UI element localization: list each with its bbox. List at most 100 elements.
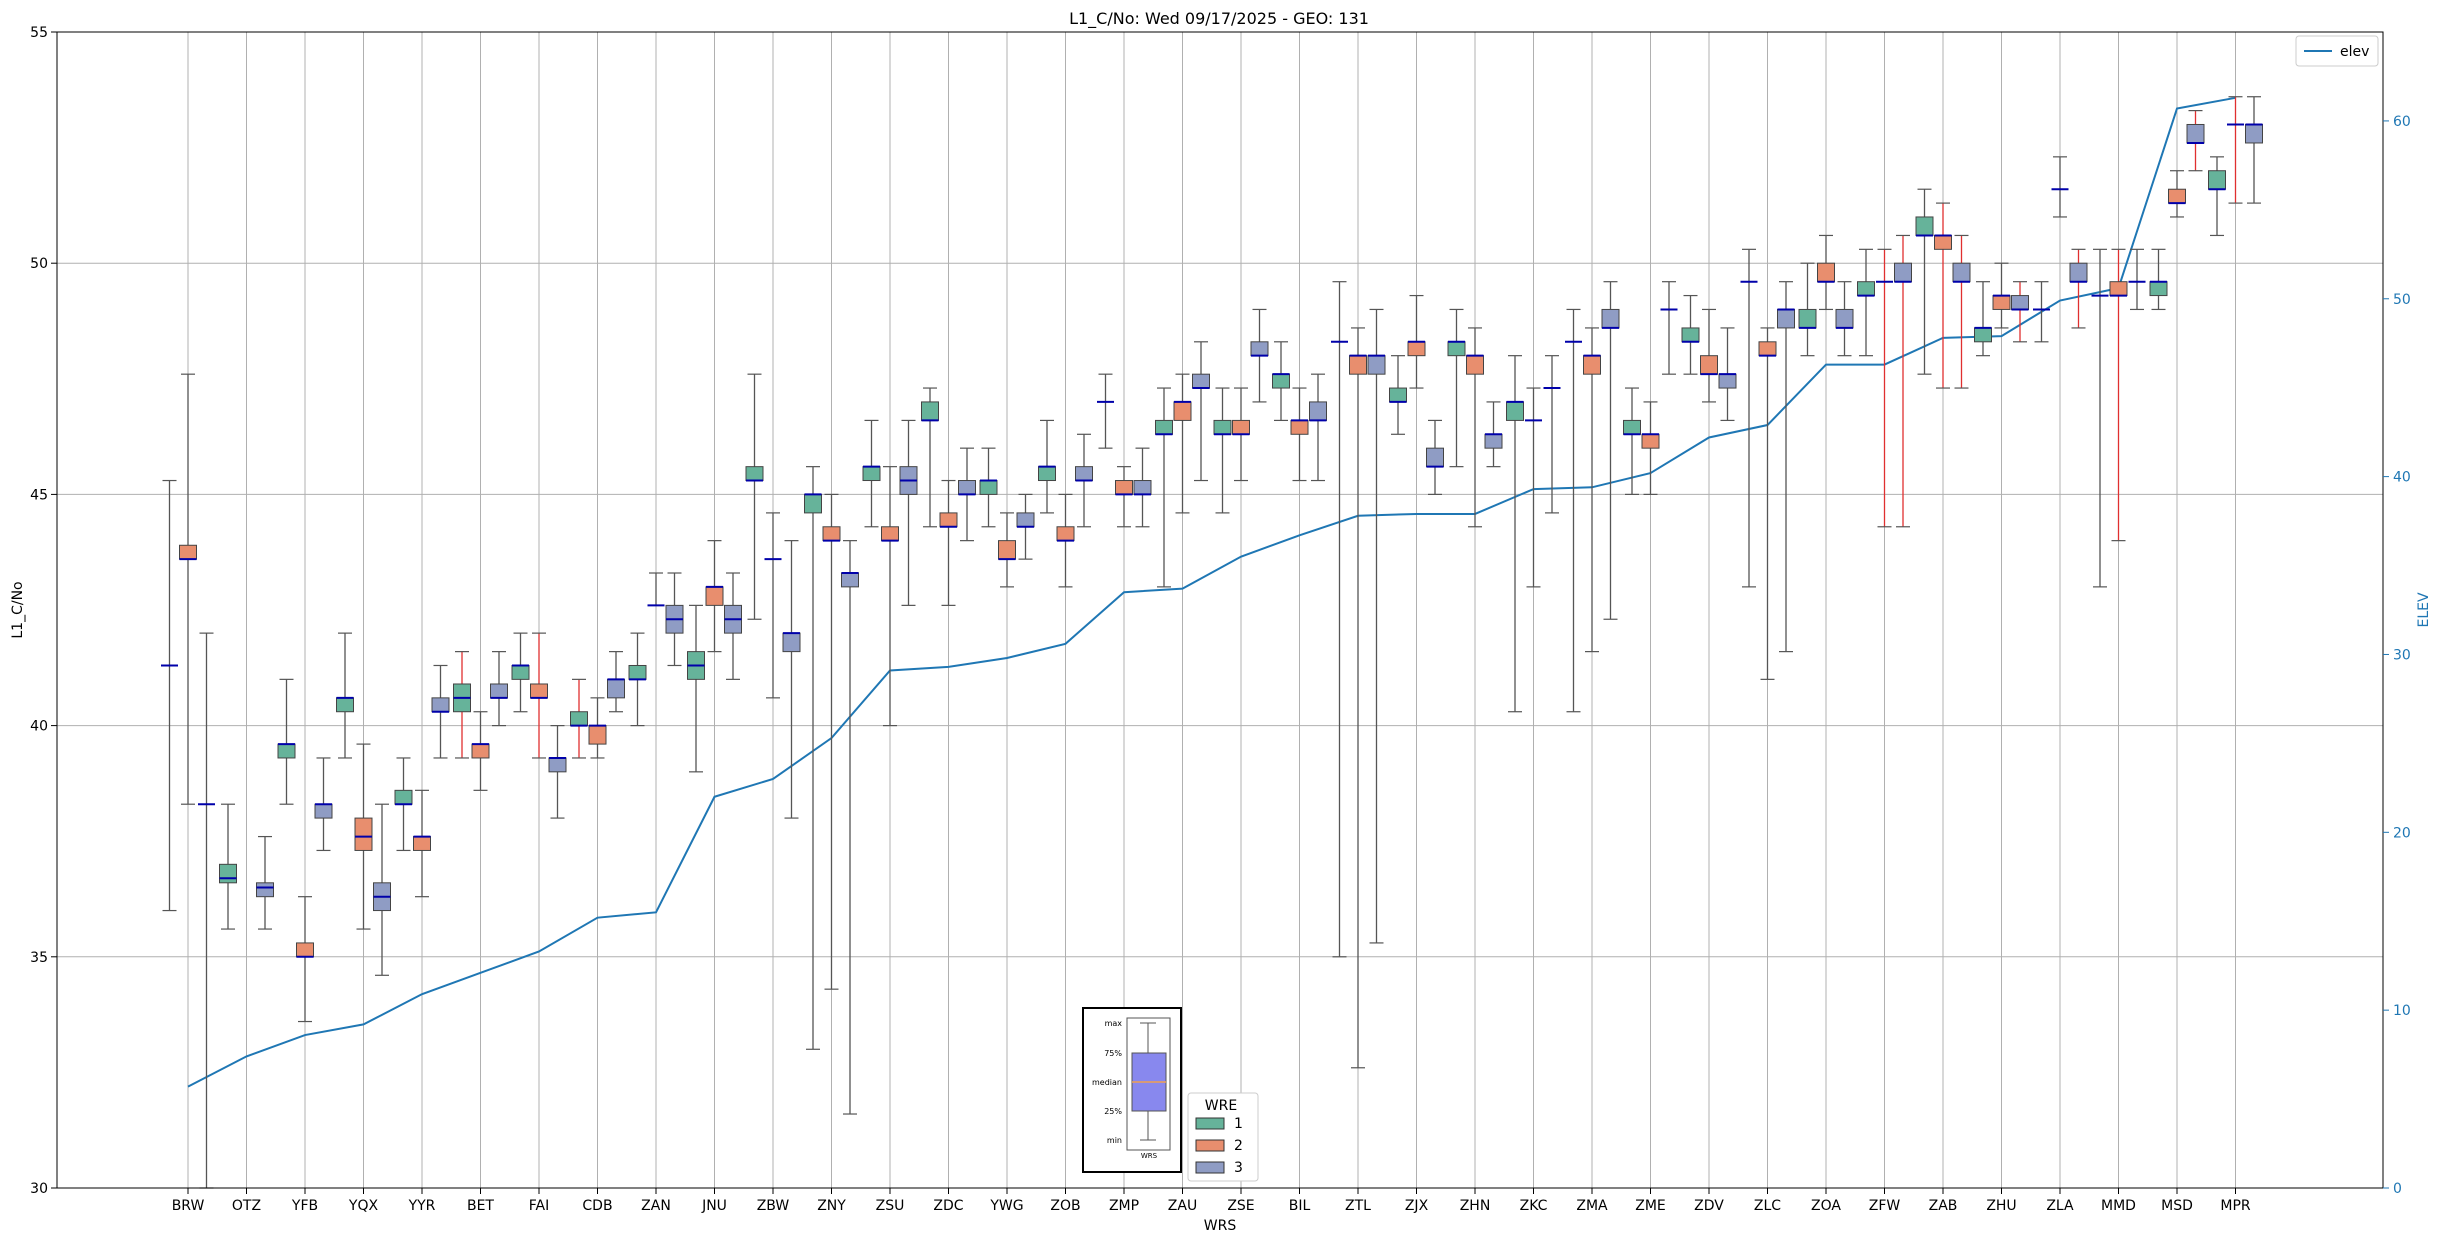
- x-tick-label-ZAU: ZAU: [1168, 1198, 1197, 1214]
- y2-axis-label: ELEV: [2416, 592, 2432, 627]
- x-tick-label-ZDC: ZDC: [933, 1198, 963, 1214]
- box-body: [256, 882, 274, 898]
- box-body: [179, 544, 197, 560]
- box-body: [1758, 341, 1777, 357]
- x-tick-label-ZBW: ZBW: [757, 1198, 790, 1214]
- y-tick-label-40: 40: [30, 719, 48, 735]
- box-body: [1367, 355, 1386, 375]
- box-ZOA-wre2: [1817, 234, 1835, 311]
- box-body: [1915, 216, 1934, 236]
- box-ZDV-wre3: [1718, 327, 1737, 422]
- box-ZAB-wre3: [1952, 234, 1971, 389]
- box-ZKC-wre3: [1543, 355, 1561, 514]
- box-body: [1700, 355, 1718, 375]
- box-ZME-wre1: [1623, 387, 1641, 495]
- x-tick-label-ZME: ZME: [1635, 1198, 1666, 1214]
- box-ZDC-wre1: [921, 387, 939, 528]
- box-ZSE-wre3: [1250, 308, 1269, 403]
- x-tick-label-ZKC: ZKC: [1520, 1198, 1548, 1214]
- box-ZNY-wre1: [804, 466, 822, 1050]
- wre-legend-label-3: 3: [1234, 1160, 1243, 1176]
- x-tick-label-ZSU: ZSU: [876, 1198, 905, 1214]
- x-tick-label-ZTL: ZTL: [1345, 1198, 1371, 1214]
- box-ZME-wre2: [1641, 401, 1660, 495]
- wre-legend-swatch-3: [1195, 1161, 1225, 1174]
- box-body: [1974, 327, 1992, 343]
- y-axis-left: 30 35 40 45 50 55: [30, 25, 57, 1197]
- y2-tick-label-60: 60: [2393, 114, 2411, 130]
- box-body: [958, 480, 976, 495]
- wre-legend-label-1: 1: [1234, 1116, 1243, 1132]
- box-MPR-wre3: [2245, 96, 2263, 204]
- box-body: [1835, 308, 1854, 329]
- y-tick-label-35: 35: [30, 950, 48, 966]
- x-tick-label-BRW: BRW: [172, 1198, 205, 1214]
- x-tick-label-YWG: YWG: [989, 1198, 1023, 1214]
- box-BIL-wre3: [1309, 373, 1327, 482]
- box-ZLA-wre1: [2033, 281, 2050, 343]
- box-ZDV-wre1: [1681, 294, 1700, 375]
- box-ZOB-wre1: [1038, 419, 1056, 514]
- box-body: [998, 540, 1016, 560]
- boxes-layer: [161, 96, 2263, 1189]
- box-ZMP-wre2: [1115, 466, 1133, 528]
- box-YWG-wre1: [979, 447, 998, 528]
- box-body: [471, 743, 490, 759]
- box-body: [1992, 295, 2011, 310]
- box-body: [413, 836, 431, 851]
- box-body: [939, 512, 958, 528]
- x-tick-label-ZLA: ZLA: [2046, 1198, 2074, 1214]
- box-ZHN-wre3: [1484, 401, 1503, 468]
- box-body: [804, 493, 822, 514]
- box-body: [1623, 419, 1641, 435]
- box-ZAB-wre1: [1915, 188, 1934, 375]
- box-BRW-wre1: [161, 479, 178, 912]
- y-tick-label-45: 45: [30, 487, 48, 503]
- y2-tick-label-10: 10: [2393, 1003, 2411, 1019]
- box-body: [1213, 419, 1232, 435]
- x-tick-label-YFB: YFB: [291, 1198, 318, 1214]
- box-body: [1583, 355, 1601, 375]
- x-tick-label-ZHN: ZHN: [1460, 1198, 1491, 1214]
- box-ZSU-wre1: [862, 419, 881, 528]
- box-body: [1389, 387, 1407, 403]
- box-body: [921, 401, 939, 421]
- x-tick-label-MSD: MSD: [2161, 1198, 2193, 1214]
- chart-title: L1_C/No: Wed 09/17/2025 - GEO: 131: [1069, 9, 1369, 29]
- box-body: [628, 664, 647, 680]
- box-ZMP-wre3: [1133, 447, 1152, 528]
- key-label-q3: 75%: [1104, 1049, 1122, 1058]
- box-ZME-wre3: [1660, 281, 1678, 375]
- box-MPR-wre2: [2227, 96, 2244, 204]
- box-ZFW-wre3: [1894, 234, 1912, 528]
- box-body: [1075, 466, 1093, 482]
- y2-tick-label-20: 20: [2393, 825, 2411, 841]
- box-ZOB-wre3: [1075, 433, 1093, 528]
- box-body: [1506, 401, 1524, 421]
- y-axis-right: 0 10 20 30 40 50 60: [2383, 114, 2411, 1197]
- box-ZHN-wre2: [1466, 327, 1484, 528]
- box-body: [1272, 373, 1290, 389]
- box-body: [979, 480, 998, 495]
- box-body: [881, 526, 899, 542]
- y2-tick-label-50: 50: [2393, 292, 2411, 308]
- box-ZAN-wre1: [628, 632, 647, 727]
- box-YQX-wre1: [336, 632, 354, 759]
- box-ZKC-wre1: [1506, 355, 1524, 713]
- y-tick-label-30: 30: [30, 1181, 48, 1197]
- key-label-min: min: [1107, 1136, 1122, 1145]
- box-body: [1016, 512, 1035, 528]
- box-JNU-wre2: [705, 540, 724, 653]
- box-BIL-wre2: [1290, 387, 1309, 482]
- box-body: [2186, 123, 2205, 144]
- box-body: [1601, 308, 1620, 329]
- box-ZLA-wre2: [2051, 156, 2069, 218]
- box-body: [1133, 480, 1152, 495]
- box-YYR-wre2: [413, 789, 431, 898]
- box-body: [841, 572, 859, 588]
- x-tick-label-ZDV: ZDV: [1694, 1198, 1724, 1214]
- box-ZSE-wre2: [1232, 387, 1250, 482]
- box-ZSU-wre3: [899, 419, 918, 606]
- box-body: [1857, 281, 1875, 297]
- box-body: [511, 664, 530, 680]
